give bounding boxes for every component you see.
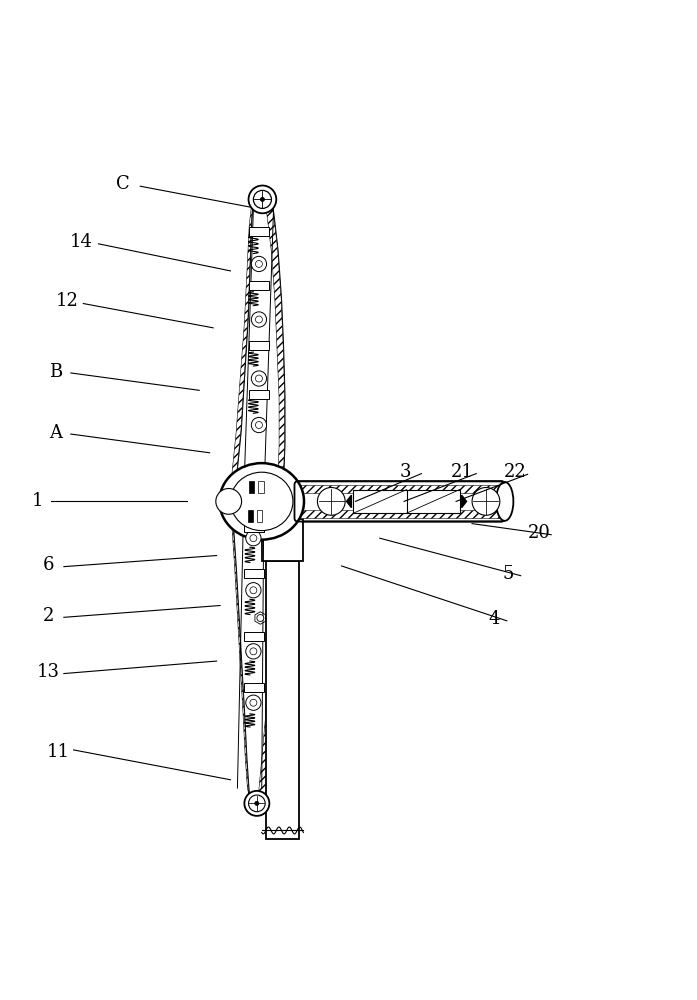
Polygon shape [257, 505, 280, 809]
Bar [249, 481, 254, 493]
Text: 11: 11 [47, 743, 70, 761]
Circle shape [246, 531, 261, 546]
Bar [249, 390, 269, 399]
Bar [244, 523, 264, 532]
Polygon shape [298, 510, 501, 518]
Circle shape [255, 801, 259, 805]
Ellipse shape [220, 463, 304, 540]
Circle shape [250, 699, 257, 706]
Circle shape [216, 489, 242, 514]
Circle shape [249, 186, 276, 213]
Circle shape [252, 256, 266, 272]
Bar [257, 510, 262, 522]
Text: 20: 20 [528, 524, 551, 542]
Circle shape [252, 312, 266, 327]
Polygon shape [229, 505, 257, 809]
Circle shape [256, 422, 262, 428]
Text: 5: 5 [503, 565, 514, 583]
Bar [259, 481, 263, 493]
Text: 2: 2 [43, 607, 54, 625]
Circle shape [317, 488, 345, 515]
Text: 3: 3 [399, 463, 411, 481]
Circle shape [252, 371, 266, 386]
Circle shape [250, 648, 257, 655]
Polygon shape [298, 485, 501, 493]
Text: 14: 14 [70, 233, 93, 251]
Circle shape [249, 795, 265, 812]
Bar [244, 632, 264, 641]
Circle shape [246, 695, 261, 710]
Bar [353, 490, 459, 513]
Text: 13: 13 [37, 663, 60, 681]
Circle shape [245, 791, 269, 816]
Circle shape [256, 375, 262, 382]
Circle shape [256, 316, 262, 323]
Circle shape [250, 535, 257, 542]
Circle shape [254, 190, 271, 208]
Polygon shape [229, 193, 284, 499]
Polygon shape [229, 193, 261, 499]
Bar [262, 519, 302, 561]
Circle shape [257, 615, 263, 621]
Polygon shape [229, 505, 280, 809]
Ellipse shape [231, 472, 293, 531]
Text: C: C [116, 175, 130, 193]
Bar [244, 683, 264, 692]
Text: 21: 21 [451, 463, 474, 481]
Bar [244, 569, 264, 578]
Text: 4: 4 [489, 610, 500, 628]
Text: 12: 12 [56, 292, 79, 310]
Circle shape [256, 260, 262, 267]
Circle shape [250, 587, 257, 594]
Circle shape [252, 417, 266, 433]
Bar [266, 561, 299, 839]
Bar [249, 227, 269, 236]
Polygon shape [461, 495, 466, 508]
Text: B: B [49, 363, 62, 381]
FancyBboxPatch shape [295, 481, 505, 522]
Text: 6: 6 [43, 556, 54, 574]
Text: A: A [49, 424, 62, 442]
Text: 22: 22 [504, 463, 526, 481]
Circle shape [261, 197, 264, 201]
Bar [248, 510, 254, 522]
Circle shape [472, 488, 500, 515]
Polygon shape [346, 495, 351, 508]
Circle shape [246, 583, 261, 598]
Text: 1: 1 [32, 492, 43, 510]
Ellipse shape [496, 482, 514, 521]
Polygon shape [261, 193, 284, 499]
Bar [249, 281, 269, 290]
Circle shape [246, 644, 261, 659]
Bar [249, 341, 269, 350]
